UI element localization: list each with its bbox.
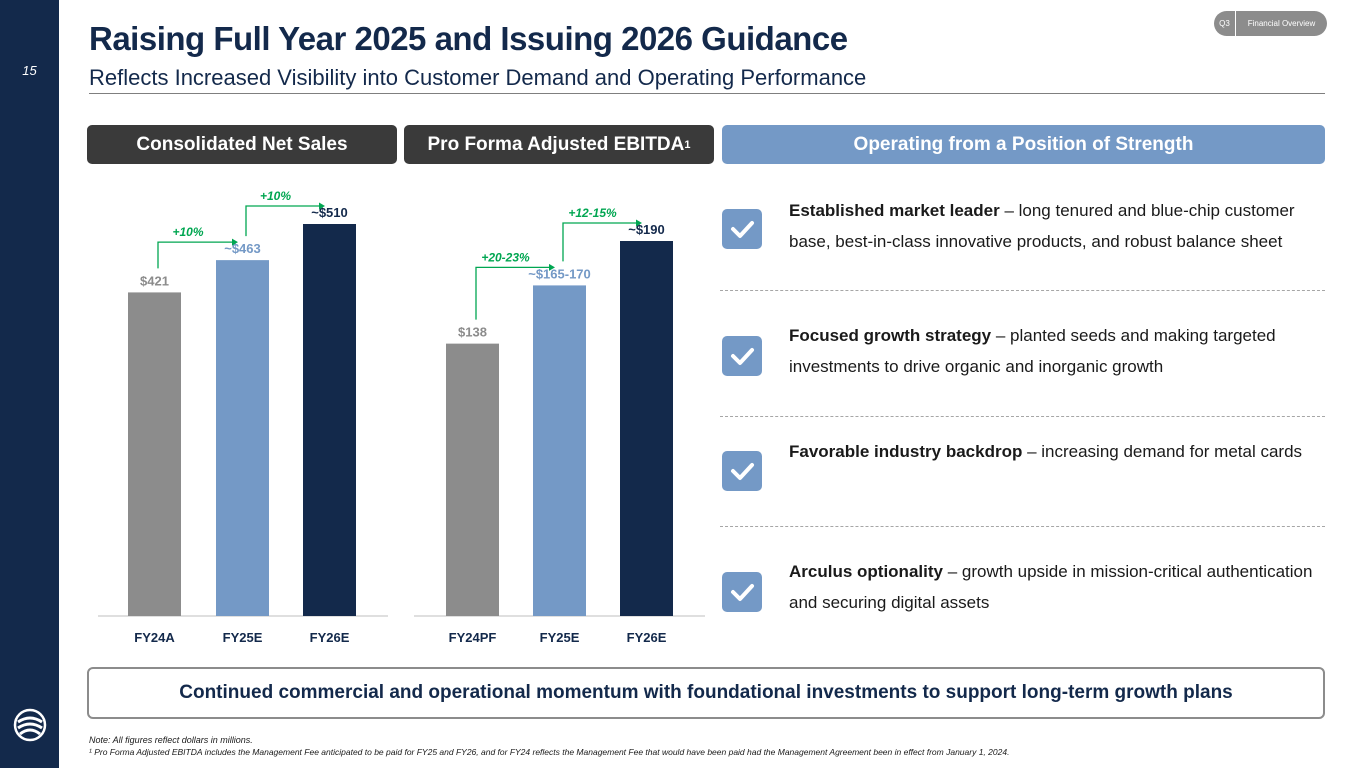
- ebitda-growth-arrow: [562, 222, 637, 262]
- title-divider: [89, 93, 1325, 94]
- momentum-banner-text: Continued commercial and operational mom…: [179, 682, 1233, 703]
- ebitda-header: Pro Forma Adjusted EBITDA 1: [404, 125, 714, 164]
- sales-value-label: ~$463: [224, 241, 261, 256]
- sales-growth-arrow: [157, 241, 233, 269]
- sales-bar-fy24a: [128, 292, 181, 616]
- ebitda-header-label: Pro Forma Adjusted EBITDA: [427, 133, 685, 155]
- ebitda-bar-fy25e: [533, 285, 586, 616]
- sales-growth-arrowhead: [319, 202, 325, 210]
- sidebar: 15: [0, 0, 59, 768]
- strength-header-label: Operating from a Position of Strength: [853, 133, 1194, 155]
- ebitda-value-label: $138: [458, 325, 487, 340]
- sales-value-label: $421: [140, 273, 169, 288]
- sales-category-label: FY26E: [310, 630, 350, 645]
- ebitda-bar-fy26e: [620, 241, 673, 616]
- section-tag: Q3 Financial Overview: [1214, 11, 1327, 36]
- strength-title: Arculus optionality: [789, 562, 943, 581]
- ebitda-value-label: ~$165-170: [528, 266, 591, 281]
- strength-description: – planted seeds and making targeted inve…: [789, 326, 1276, 376]
- ebitda-growth-arrowhead: [636, 219, 642, 227]
- ebitda-growth-label: +20-23%: [481, 250, 530, 264]
- section-tag-label: Financial Overview: [1247, 19, 1316, 28]
- sales-category-label: FY24A: [134, 630, 175, 645]
- strength-title: Focused growth strategy: [789, 326, 992, 345]
- ebitda-value-label: ~$190: [628, 222, 665, 237]
- strength-text: Arculus optionality – growth upside in m…: [789, 556, 1325, 618]
- ebitda-category-label: FY26E: [627, 630, 667, 645]
- sales-growth-arrow: [245, 205, 320, 237]
- ebitda-category-label: FY24PF: [449, 630, 497, 645]
- sales-category-label: FY25E: [223, 630, 263, 645]
- sales-growth-label: +10%: [172, 225, 203, 239]
- footnote-ebitda: ¹ Pro Forma Adjusted EBITDA includes the…: [89, 747, 1010, 757]
- momentum-banner: Continued commercial and operational mom…: [87, 667, 1325, 719]
- sales-bar-fy26e: [303, 224, 356, 616]
- strength-description: – long tenured and blue-chip customer ba…: [789, 201, 1295, 251]
- strength-description: – increasing demand for metal cards: [1022, 442, 1303, 461]
- strength-title: Established market leader: [789, 201, 1000, 220]
- strength-header: Operating from a Position of Strength: [722, 125, 1325, 164]
- footnote-units: Note: All figures reflect dollars in mil…: [89, 735, 253, 745]
- sales-growth-arrowhead: [232, 238, 238, 246]
- strength-text: Favorable industry backdrop – increasing…: [789, 436, 1325, 467]
- strength-description: – growth upside in mission-critical auth…: [789, 562, 1313, 612]
- strength-divider: [720, 526, 1325, 527]
- checkmark-icon: [722, 451, 762, 491]
- section-tag-quarter: Q3: [1214, 11, 1236, 36]
- strength-title: Favorable industry backdrop: [789, 442, 1023, 461]
- ebitda-growth-label: +12-15%: [568, 206, 617, 220]
- ebitda-bar-fy24pf: [446, 343, 499, 616]
- page-number: 15: [22, 63, 37, 78]
- sales-growth-label: +10%: [260, 189, 291, 203]
- page-subtitle: Reflects Increased Visibility into Custo…: [89, 65, 867, 90]
- ebitda-growth-arrow: [475, 266, 550, 320]
- sales-bar-fy25e: [216, 260, 269, 616]
- sales-value-label: ~$510: [311, 205, 348, 220]
- page-title: Raising Full Year 2025 and Issuing 2026 …: [89, 20, 848, 57]
- bar-charts: $421 FY24A ~$463 FY25E ~$510 FY26E +10% +10% $13…: [98, 189, 705, 645]
- net-sales-header-label: Consolidated Net Sales: [136, 133, 348, 155]
- strength-divider: [720, 290, 1325, 291]
- ebitda-growth-arrowhead: [549, 263, 555, 271]
- net-sales-header: Consolidated Net Sales: [87, 125, 397, 164]
- checkmark-icon: [722, 572, 762, 612]
- strength-divider: [720, 416, 1325, 417]
- checkmark-icon: [722, 336, 762, 376]
- strength-text: Focused growth strategy – planted seeds …: [789, 320, 1325, 382]
- company-logo-icon: [13, 708, 47, 742]
- strength-text: Established market leader – long tenured…: [789, 195, 1325, 257]
- ebitda-category-label: FY25E: [540, 630, 580, 645]
- checkmark-icon: [722, 209, 762, 249]
